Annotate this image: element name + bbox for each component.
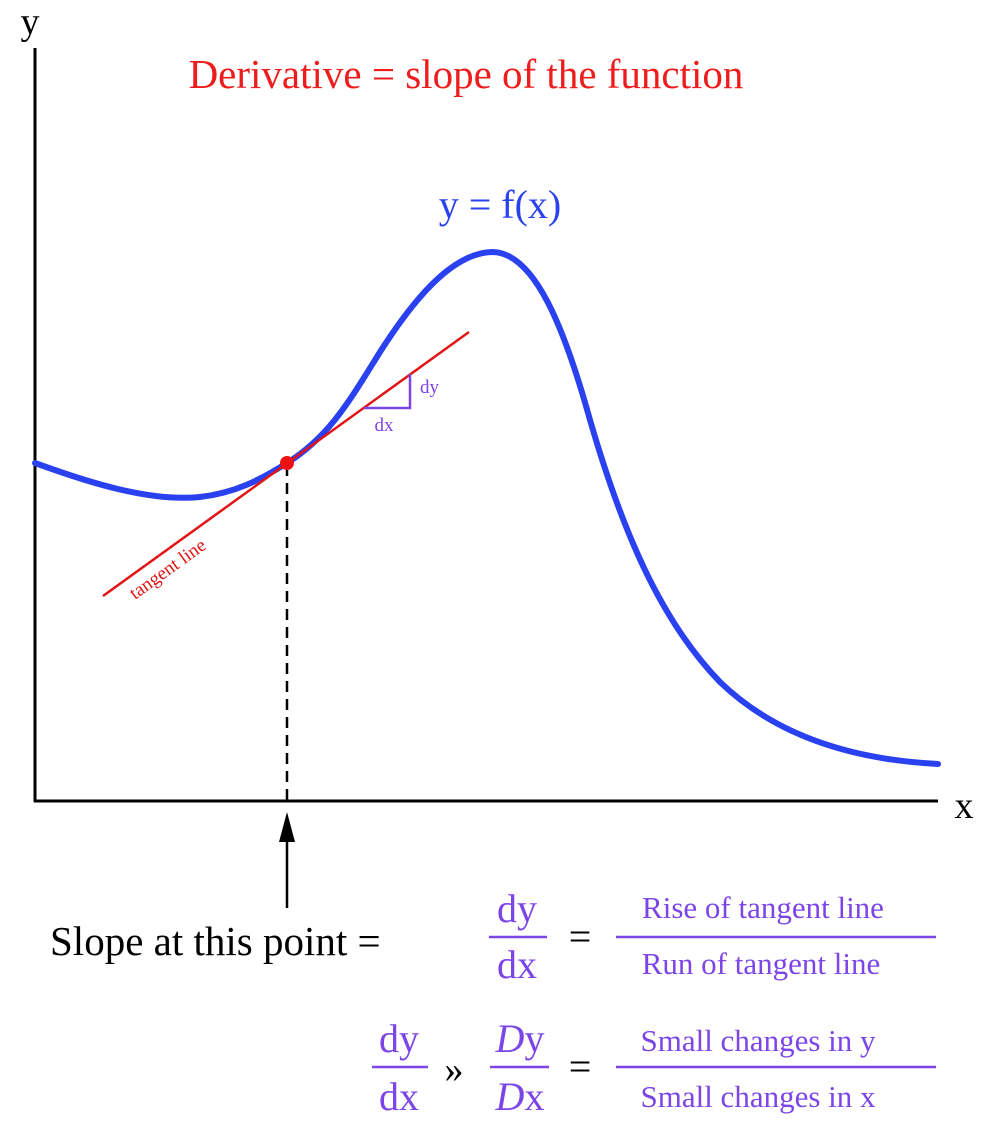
function-curve — [32, 248, 941, 767]
eq2-delta-denominator: Dx — [495, 1074, 545, 1119]
slope-lead-text: Slope at this point = — [50, 918, 381, 964]
eq1-rhs-numerator: Rise of tangent line — [642, 890, 884, 925]
pointer-arrow-head — [279, 812, 295, 842]
y-axis-label: y — [21, 1, 40, 43]
delta-symbol: D — [495, 1016, 525, 1061]
eq2-frac-numerator: dy — [379, 1016, 419, 1061]
eq2-equals: = — [569, 1044, 592, 1089]
curve-label: y = f(x) — [439, 182, 562, 227]
eq2-rhs-numerator: Small changes in y — [640, 1023, 876, 1058]
tangent-point — [280, 456, 294, 470]
dx-label: dx — [375, 415, 395, 436]
eq1-rhs-denominator: Run of tangent line — [642, 946, 880, 981]
eq2-frac-denominator: dx — [379, 1074, 419, 1119]
eq1-frac-numerator: dy — [497, 886, 537, 931]
delta-y-var: y — [524, 1016, 544, 1061]
title: Derivative = slope of the function — [189, 51, 744, 97]
eq2-delta-numerator: Dy — [495, 1016, 545, 1061]
eq1-frac-denominator: dx — [497, 942, 537, 987]
approx-symbol: » — [445, 1049, 464, 1091]
delta-symbol: D — [495, 1074, 525, 1119]
dy-label: dy — [420, 377, 440, 398]
eq1-equals: = — [569, 914, 592, 959]
slope-triangle — [364, 374, 412, 410]
delta-x-var: x — [524, 1074, 544, 1119]
eq2-rhs-denominator: Small changes in x — [640, 1079, 876, 1114]
x-axis-label: x — [955, 785, 974, 827]
